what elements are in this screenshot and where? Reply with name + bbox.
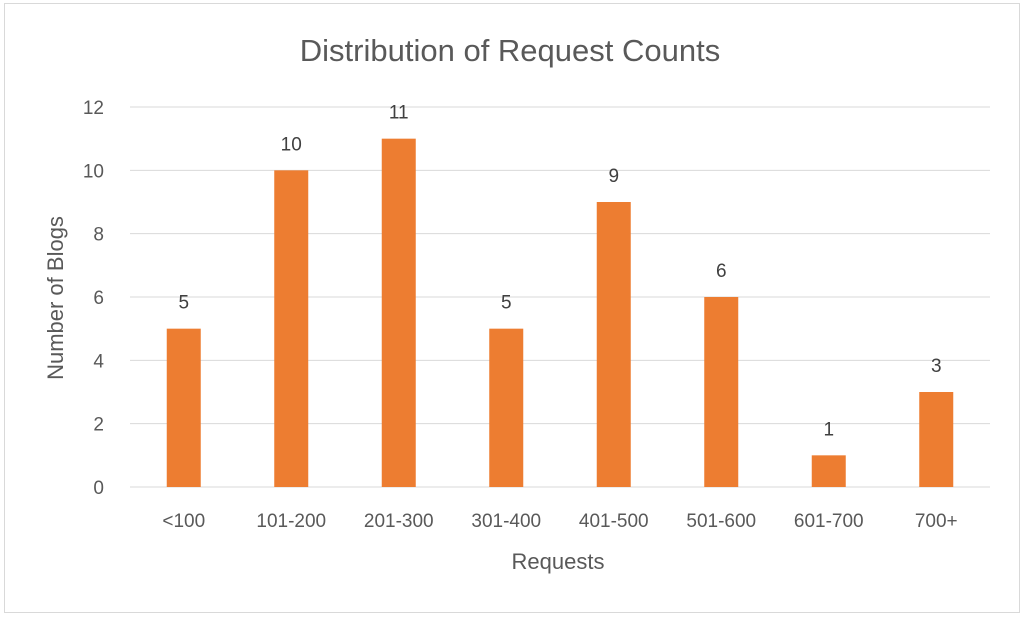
- bar-7: [811, 455, 846, 487]
- chart-title: Distribution of Request Counts: [300, 33, 720, 68]
- y-tick-label: 12: [83, 98, 104, 119]
- x-tick-label: 501-600: [686, 511, 756, 532]
- data-label: 9: [608, 166, 619, 187]
- bar-5: [596, 202, 631, 487]
- y-tick-label: 10: [83, 161, 104, 182]
- y-tick-label: 0: [93, 478, 104, 499]
- data-labels: 5 10 11 5 9 6 1 3: [178, 103, 941, 441]
- bar-3: [381, 138, 416, 487]
- data-label: 5: [501, 293, 512, 314]
- bar-6: [704, 297, 739, 487]
- x-axis-title: Requests: [512, 549, 605, 574]
- gridlines: [130, 106, 990, 488]
- x-tick-label: 601-700: [794, 511, 864, 532]
- data-label: 3: [931, 356, 942, 377]
- y-tick-label: 6: [93, 288, 104, 309]
- bars: [166, 138, 954, 488]
- bar-8: [919, 392, 954, 487]
- data-label: 1: [823, 419, 834, 440]
- data-label: 5: [178, 293, 189, 314]
- y-tick-label: 8: [93, 225, 104, 246]
- y-tick-label: 4: [93, 351, 104, 372]
- bar-1: [166, 328, 201, 487]
- chart-frame: [4, 3, 1020, 613]
- x-axis-ticks: <100 101-200 201-300 301-400 401-500 501-600 6…: [162, 511, 957, 532]
- data-label: 6: [716, 261, 727, 282]
- x-tick-label: 301-400: [471, 511, 541, 532]
- y-tick-label: 2: [93, 415, 104, 436]
- x-tick-label: 201-300: [364, 511, 434, 532]
- bar-2: [274, 170, 309, 488]
- bar-4: [489, 328, 524, 487]
- x-tick-label: 401-500: [579, 511, 649, 532]
- data-label: 11: [389, 103, 409, 124]
- y-axis-title: Number of Blogs: [43, 216, 68, 380]
- x-tick-label: 101-200: [256, 511, 326, 532]
- x-tick-label: <100: [162, 511, 205, 532]
- data-label: 10: [281, 134, 302, 155]
- x-tick-label: 700+: [915, 511, 958, 532]
- y-axis-ticks: 0 2 4 6 8 10 12: [83, 98, 105, 499]
